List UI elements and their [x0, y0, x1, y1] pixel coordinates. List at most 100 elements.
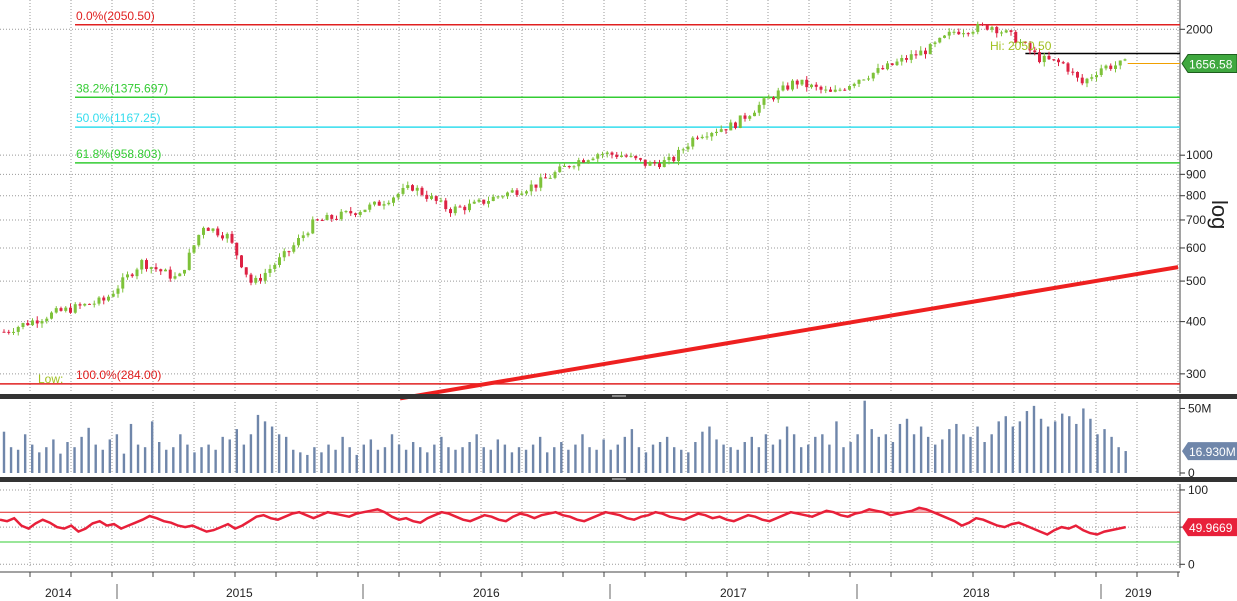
candle-body	[168, 269, 172, 279]
candle-body	[107, 296, 110, 301]
candle-body	[814, 84, 818, 87]
volume-bar	[757, 447, 761, 473]
candle-body	[667, 156, 671, 161]
candle-body	[187, 252, 191, 270]
candle-body	[149, 267, 153, 269]
candle-body	[339, 211, 343, 220]
volume-bar	[990, 434, 993, 473]
candle-body	[64, 307, 68, 311]
volume-bar	[411, 442, 415, 473]
candle-body	[686, 146, 690, 150]
candle-body	[553, 172, 557, 178]
candle-body	[510, 190, 514, 193]
volume-bar	[1018, 421, 1022, 473]
candle-body	[216, 228, 220, 236]
volume-bar	[306, 454, 309, 473]
candle-body	[734, 122, 737, 129]
candle-body	[268, 268, 272, 273]
candle-body	[1023, 41, 1027, 43]
candle-body	[183, 269, 186, 274]
candle-body	[933, 42, 937, 45]
volume-bar	[277, 434, 281, 473]
rsi-line	[0, 506, 1126, 536]
volume-bar	[912, 434, 916, 473]
volume-bar	[122, 453, 126, 473]
volume-bar	[461, 447, 464, 473]
volume-bar	[616, 444, 619, 473]
candle-body	[363, 209, 367, 212]
candle-body	[838, 89, 842, 91]
candle-body	[753, 112, 756, 117]
candle-body	[976, 24, 980, 32]
candle-body	[211, 228, 215, 231]
volume-bar	[80, 436, 83, 473]
volume-bar	[214, 449, 217, 473]
candle-body	[1047, 55, 1051, 60]
volume-bar	[546, 452, 549, 473]
candle-body	[297, 238, 300, 246]
volume-bar	[785, 426, 789, 473]
candle-body	[382, 204, 386, 206]
volume-bar	[362, 444, 365, 473]
candle-body	[596, 154, 600, 159]
candle-body	[548, 177, 552, 179]
volume-bar	[221, 436, 224, 473]
candle-body	[1000, 32, 1003, 34]
candle-body	[871, 72, 875, 79]
volume-bar	[292, 449, 295, 473]
volume-bar	[821, 434, 824, 473]
candle-body	[928, 44, 932, 55]
rsi-value-label: 49.9669	[1189, 521, 1233, 535]
volume-bar	[941, 439, 944, 473]
candle-body	[947, 31, 951, 36]
year-label: 2015	[226, 586, 253, 600]
candle-body	[92, 303, 96, 305]
candle-body	[316, 219, 319, 221]
candle-body	[558, 166, 562, 173]
candle-body	[249, 274, 253, 283]
volume-bar	[101, 449, 104, 473]
candle-body	[862, 79, 866, 81]
volume-bar	[524, 449, 528, 473]
candle-body	[102, 297, 106, 301]
candle-body	[1028, 42, 1032, 51]
candle-body	[225, 233, 229, 239]
candle-body	[477, 199, 481, 202]
candle-body	[677, 149, 680, 162]
candle-body	[496, 196, 500, 198]
candle-body	[401, 187, 405, 194]
candle-body	[1052, 59, 1056, 61]
volume-bar	[665, 436, 669, 473]
volume-bar	[517, 447, 521, 473]
price-tick-label: 900	[1186, 167, 1206, 181]
volume-bar	[66, 442, 69, 473]
volume-bar	[2, 431, 6, 473]
candle-body	[449, 209, 452, 214]
separator-handle[interactable]	[612, 478, 626, 480]
volume-bar	[440, 436, 443, 473]
volume-bar	[52, 439, 55, 473]
candle-body	[278, 257, 281, 265]
candle-body	[748, 116, 752, 119]
volume-bar	[553, 447, 556, 473]
candle-body	[1004, 30, 1008, 33]
candle-body	[121, 277, 125, 289]
candle-body	[643, 159, 647, 166]
volume-bar	[1089, 418, 1092, 473]
candle-body	[515, 190, 519, 195]
candle-body	[263, 272, 267, 281]
volume-bar	[115, 434, 119, 473]
candle-body	[829, 89, 832, 92]
volume-bar	[969, 436, 972, 473]
candle-body	[325, 215, 329, 221]
volume-bar	[150, 421, 154, 473]
separator-handle[interactable]	[612, 395, 626, 397]
candle-body	[1071, 71, 1075, 73]
candle-body	[192, 245, 196, 253]
candle-body	[605, 152, 609, 155]
volume-bar	[1053, 421, 1057, 473]
candle-body	[843, 89, 847, 91]
candle-body	[406, 185, 410, 188]
candle-body	[909, 54, 913, 60]
candle-body	[776, 90, 780, 100]
